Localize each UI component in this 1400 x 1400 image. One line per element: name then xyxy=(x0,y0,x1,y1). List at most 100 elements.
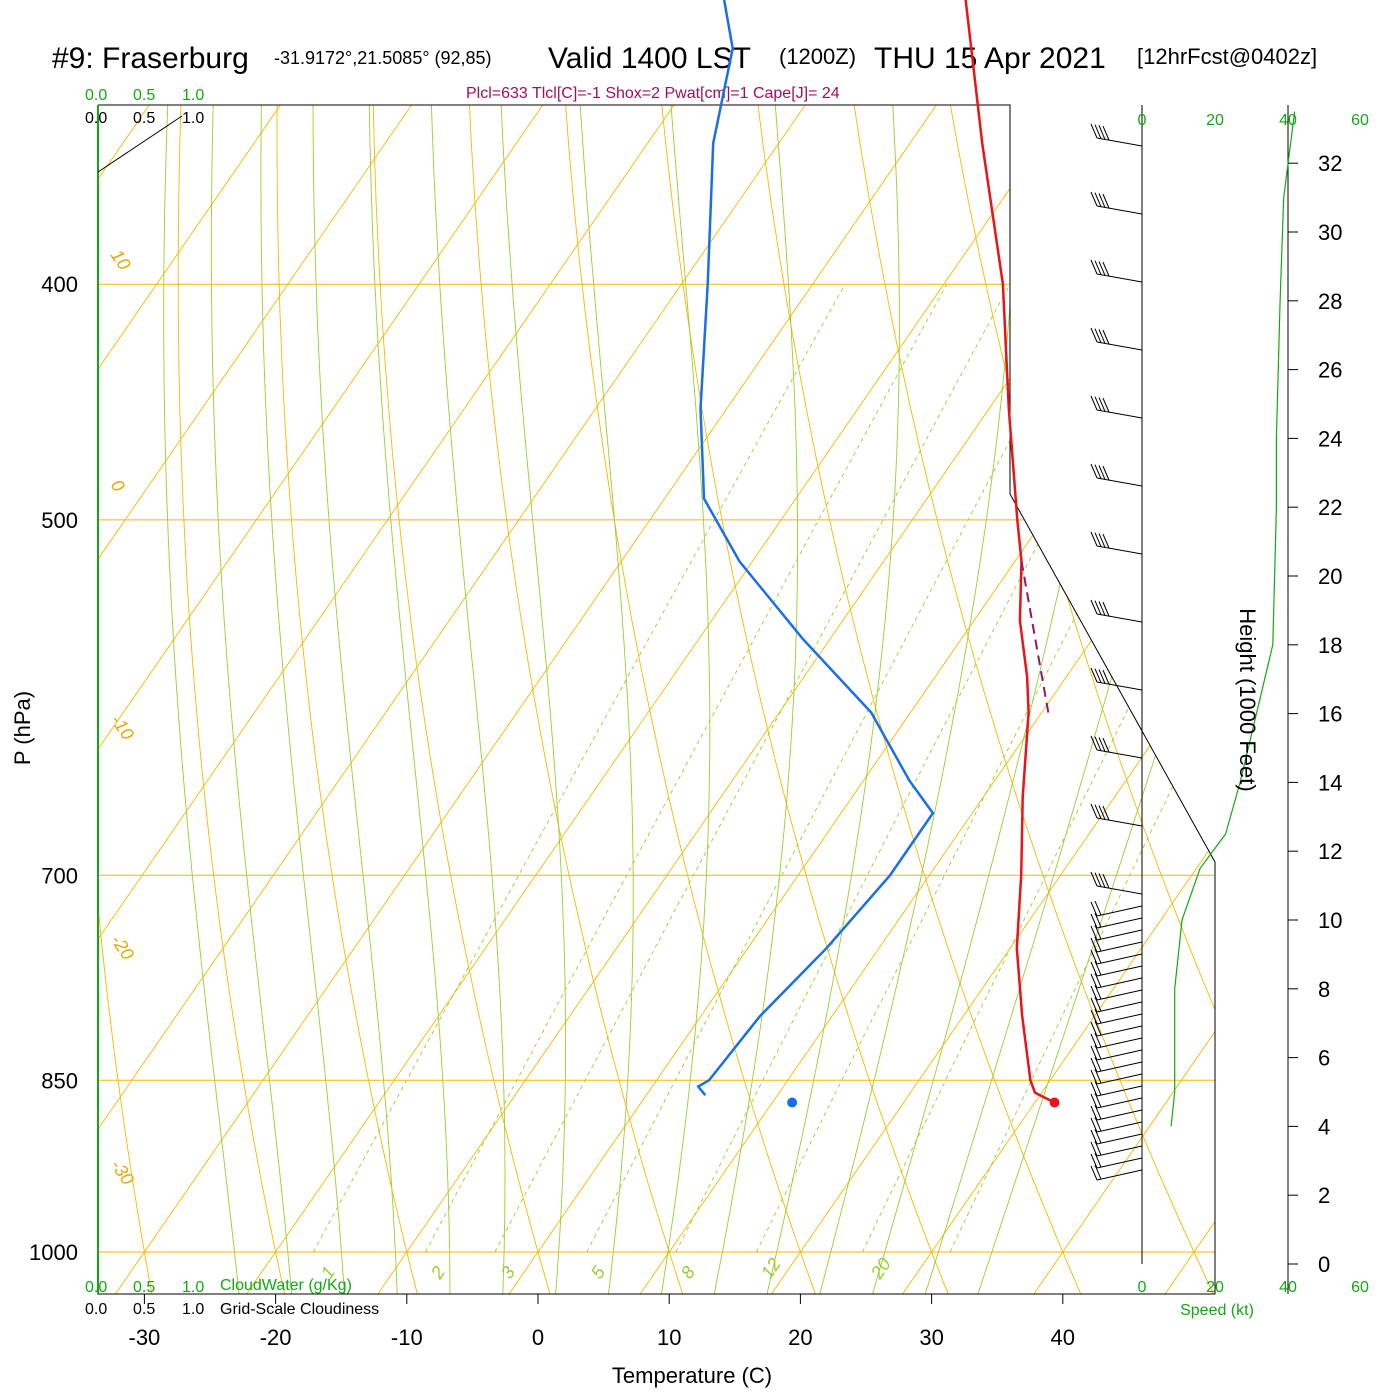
wind-barb-flag xyxy=(1094,1080,1102,1096)
wind-barb-flag xyxy=(1098,261,1106,276)
cloudiness-tick-1: 0.5 xyxy=(133,110,155,127)
wind-barb-flag xyxy=(1094,984,1102,1000)
wind-barb xyxy=(1096,1025,1143,1037)
mixing-ratio-line xyxy=(755,283,1215,1253)
wind-barb xyxy=(1096,929,1143,941)
height-tick-label: 24 xyxy=(1318,426,1342,451)
wind-barb-flag xyxy=(1090,1093,1098,1109)
isotherm-line xyxy=(98,105,430,1294)
wind-barb-flag xyxy=(1090,327,1098,343)
wind-barb-flag xyxy=(1098,669,1106,684)
cloudwater-tick-2: 1.0 xyxy=(182,87,204,104)
temperature-tick-label: 30 xyxy=(919,1325,943,1350)
wind-barb-flag xyxy=(1090,395,1098,411)
wind-barb xyxy=(1096,917,1143,929)
wind-barb-flag xyxy=(1090,871,1098,887)
height-tick-label: 2 xyxy=(1318,1183,1330,1208)
wind-barb-flag xyxy=(1102,669,1110,685)
moist-adiabat-line xyxy=(869,105,1161,1294)
cloudwater-tick-1: 0.5 xyxy=(133,87,155,104)
surface-dewpoint-dot xyxy=(787,1097,798,1108)
wind-barb xyxy=(1096,273,1143,283)
wind-barb xyxy=(1096,137,1143,147)
isotherm-line xyxy=(1158,105,1215,1294)
temperature-tick-label: -30 xyxy=(129,1325,161,1350)
mixing-ratio-line xyxy=(586,283,1094,1253)
wind-barb xyxy=(1096,1013,1143,1025)
isotherm-line xyxy=(239,105,1215,1294)
wind-barb xyxy=(1096,341,1143,351)
wind-barb-flag xyxy=(1090,259,1098,275)
wind-speed-curve xyxy=(1170,111,1296,1127)
height-tick-label: 14 xyxy=(1318,770,1342,795)
wind-barb xyxy=(1096,1097,1143,1109)
wind-barb-flag xyxy=(1098,601,1106,616)
wind-barb-flag xyxy=(1094,872,1102,887)
wind-barb xyxy=(1096,681,1143,691)
wind-barb xyxy=(1096,965,1143,977)
date-title: THU 15 Apr 2021 xyxy=(874,42,1106,75)
wind-barb-flag xyxy=(1094,924,1102,940)
wind-barb-flag xyxy=(1094,1008,1102,1024)
wind-barb-flag xyxy=(1102,329,1110,345)
wind-barb-flag xyxy=(1094,912,1102,928)
isotherm-line xyxy=(98,105,561,1294)
moist-adiabat-line xyxy=(568,105,634,1294)
dry-adiabat-label: 10 xyxy=(107,246,135,274)
wind-barb-flag xyxy=(1102,397,1110,413)
wind-barb-flag xyxy=(1098,873,1106,888)
wind-barb-flag xyxy=(1094,192,1102,207)
wind-barb xyxy=(1096,1001,1143,1013)
isotherm-line xyxy=(764,105,1215,1294)
speed-tick-top-0: 0 xyxy=(1138,112,1147,129)
wind-barb-flag xyxy=(1094,1032,1102,1048)
wind-barb-flag xyxy=(1090,463,1098,479)
moist-adiabat-line xyxy=(921,105,1215,1294)
wind-barb-flag xyxy=(1090,1009,1098,1025)
isotherm-line xyxy=(0,0,35,1304)
wind-barb-flag xyxy=(1098,533,1106,548)
wind-barb-flag xyxy=(1094,736,1102,751)
parcel-path xyxy=(1020,561,1050,713)
wind-barb-flag xyxy=(1094,396,1102,411)
wind-barb-flag xyxy=(1090,1117,1098,1133)
moist-adiabat-label: 30 xyxy=(1178,752,1216,790)
wind-barb xyxy=(1096,477,1143,487)
profiles xyxy=(696,0,1060,1108)
wind-barb xyxy=(1096,409,1143,419)
temperature-profile xyxy=(964,0,1056,1104)
x-axis-title: Temperature (C) xyxy=(612,1363,772,1388)
mixing-ratio-label: 20 xyxy=(866,1254,894,1283)
wind-barb-flag xyxy=(1090,1069,1098,1085)
moist-adiabat-label: 0 xyxy=(1013,320,1040,350)
wind-barb-flag xyxy=(1102,125,1110,141)
mixing-ratio-line xyxy=(312,283,846,1253)
plot-frame xyxy=(97,104,1216,1295)
cloudwater-label: CloudWater (g/Kg) xyxy=(220,1277,352,1294)
mixing-ratio-label: 12 xyxy=(757,1254,785,1282)
wind-barb-flag xyxy=(1090,1057,1098,1073)
wind-panel xyxy=(1090,105,1296,1294)
pressure-tick-label: 500 xyxy=(41,508,78,533)
wind-barb xyxy=(1096,1085,1143,1097)
wind-barb xyxy=(1096,1049,1143,1061)
wind-barb xyxy=(1096,1157,1143,1169)
wind-barb xyxy=(1096,1121,1143,1133)
wind-barb-flag xyxy=(1094,1152,1102,1168)
wind-barb-flag xyxy=(1102,805,1110,821)
isotherm-line xyxy=(98,105,168,1294)
temperature-tick-label: 10 xyxy=(657,1325,681,1350)
height-tick-label: 10 xyxy=(1318,908,1342,933)
wind-barb-flag xyxy=(1090,901,1098,917)
height-tick-label: 26 xyxy=(1318,358,1342,383)
moist-adiabat-line xyxy=(494,105,567,1294)
pressure-tick-label: 1000 xyxy=(29,1240,78,1265)
speed-tick-bot-2: 40 xyxy=(1279,1279,1297,1296)
moist-adiabat-line xyxy=(368,105,451,1294)
height-tick-label: 22 xyxy=(1318,495,1342,520)
height-tick-label: 18 xyxy=(1318,633,1342,658)
wind-barb-flag xyxy=(1090,531,1098,547)
dry-adiabat-line xyxy=(463,105,687,1294)
cloudiness-tick-1-bottom: 0.5 xyxy=(133,1301,155,1318)
wind-barb-flag xyxy=(1090,599,1098,615)
